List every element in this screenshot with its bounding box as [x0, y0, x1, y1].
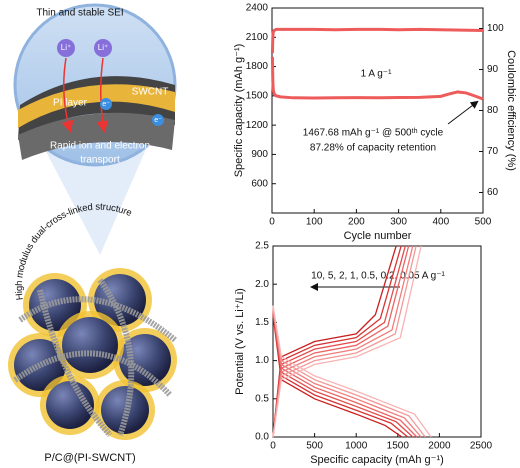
annotation: 10, 5, 2, 1, 0.5, 0.2, 0.05 A g⁻¹	[311, 271, 445, 282]
y-tick-label: 0.0	[255, 432, 269, 443]
x-tick-label: 1500	[387, 441, 410, 452]
data-line	[270, 27, 484, 54]
y-axis-label: Specific capacity (mAh g⁻¹)	[233, 44, 245, 178]
y-tick-label: 1.5	[255, 317, 269, 328]
y-tick-label: 2100	[246, 32, 269, 43]
y2-tick-label: 80	[487, 105, 499, 116]
y-tick-label: 1.0	[255, 355, 269, 366]
sei-label: Thin and stable SEI	[36, 8, 123, 19]
y-tick-label: 2400	[246, 3, 269, 14]
data-line	[270, 56, 484, 101]
x-tick-label: 200	[348, 217, 365, 228]
ion	[57, 39, 75, 57]
material-label: P/C@(PI-SWCNT)	[44, 452, 135, 464]
core	[18, 112, 175, 160]
plot-frame	[271, 7, 484, 214]
ion-path	[96, 57, 109, 133]
ion-label: Li⁺	[61, 43, 71, 52]
x-tick-label: 2000	[428, 441, 451, 452]
x-tick-label: 1000	[345, 441, 368, 452]
annotation: 1 A g⁻¹	[361, 69, 393, 80]
electron-label: e⁻	[154, 117, 162, 124]
x-tick-label: 400	[432, 217, 449, 228]
x-tick-label: 500	[475, 217, 492, 228]
annotation-arrow	[447, 100, 479, 125]
electron-label: e⁻	[102, 101, 110, 108]
transport-label: Rapid ion and electron	[50, 141, 150, 152]
y2-tick-label: 60	[487, 187, 499, 198]
pi-layer	[18, 84, 175, 128]
swcnt-label: SWCNT	[132, 87, 169, 98]
electron	[152, 114, 164, 126]
x-tick-label: 100	[306, 217, 323, 228]
data-line	[272, 245, 432, 438]
y-tick-label: 1200	[246, 120, 269, 131]
annotation: 1467.68 mAh g⁻¹ @ 500ᵗʰ cycle	[303, 128, 444, 139]
y2-tick-label: 100	[487, 23, 504, 34]
zoom-cone	[40, 140, 150, 255]
x-tick-label: 0	[269, 217, 275, 228]
x-tick-label: 2500	[470, 441, 493, 452]
y-tick-label: 1500	[246, 90, 269, 101]
x-axis-label: Cycle number	[344, 230, 412, 242]
y2-axis-label: Coulombic efficiency (%)	[505, 50, 517, 171]
y-tick-label: 900	[251, 149, 268, 160]
ion	[94, 39, 112, 57]
x-tick-label: 300	[390, 217, 407, 228]
y-tick-label: 600	[251, 178, 268, 189]
y-axis-label: Potential (V vs. Li⁺/Li)	[234, 288, 246, 395]
particle-cluster	[8, 268, 177, 440]
electron	[100, 98, 112, 110]
illustration: Thin and stable SEI Li⁺ Li⁺ SWCNT PI lay…	[8, 3, 177, 464]
y2-tick-label: 70	[487, 146, 499, 157]
transport-label: transport	[80, 155, 120, 166]
y-tick-label: 2.5	[255, 241, 269, 252]
y-tick-label: 0.5	[255, 393, 269, 404]
x-tick-label: 0	[270, 441, 276, 452]
x-tick-label: 500	[306, 441, 323, 452]
ion-label: Li⁺	[98, 43, 108, 52]
x-axis-label: Specific capacity (mAh g⁻¹)	[310, 454, 444, 466]
plot-frame	[272, 245, 482, 438]
ion-path	[61, 57, 74, 133]
annotation: 87.28% of capacity retention	[310, 143, 436, 154]
y-tick-label: 2.0	[255, 279, 269, 290]
y2-tick-label: 90	[487, 64, 499, 75]
pi-label: PI layer	[53, 98, 88, 109]
y-tick-label: 1800	[246, 61, 269, 72]
